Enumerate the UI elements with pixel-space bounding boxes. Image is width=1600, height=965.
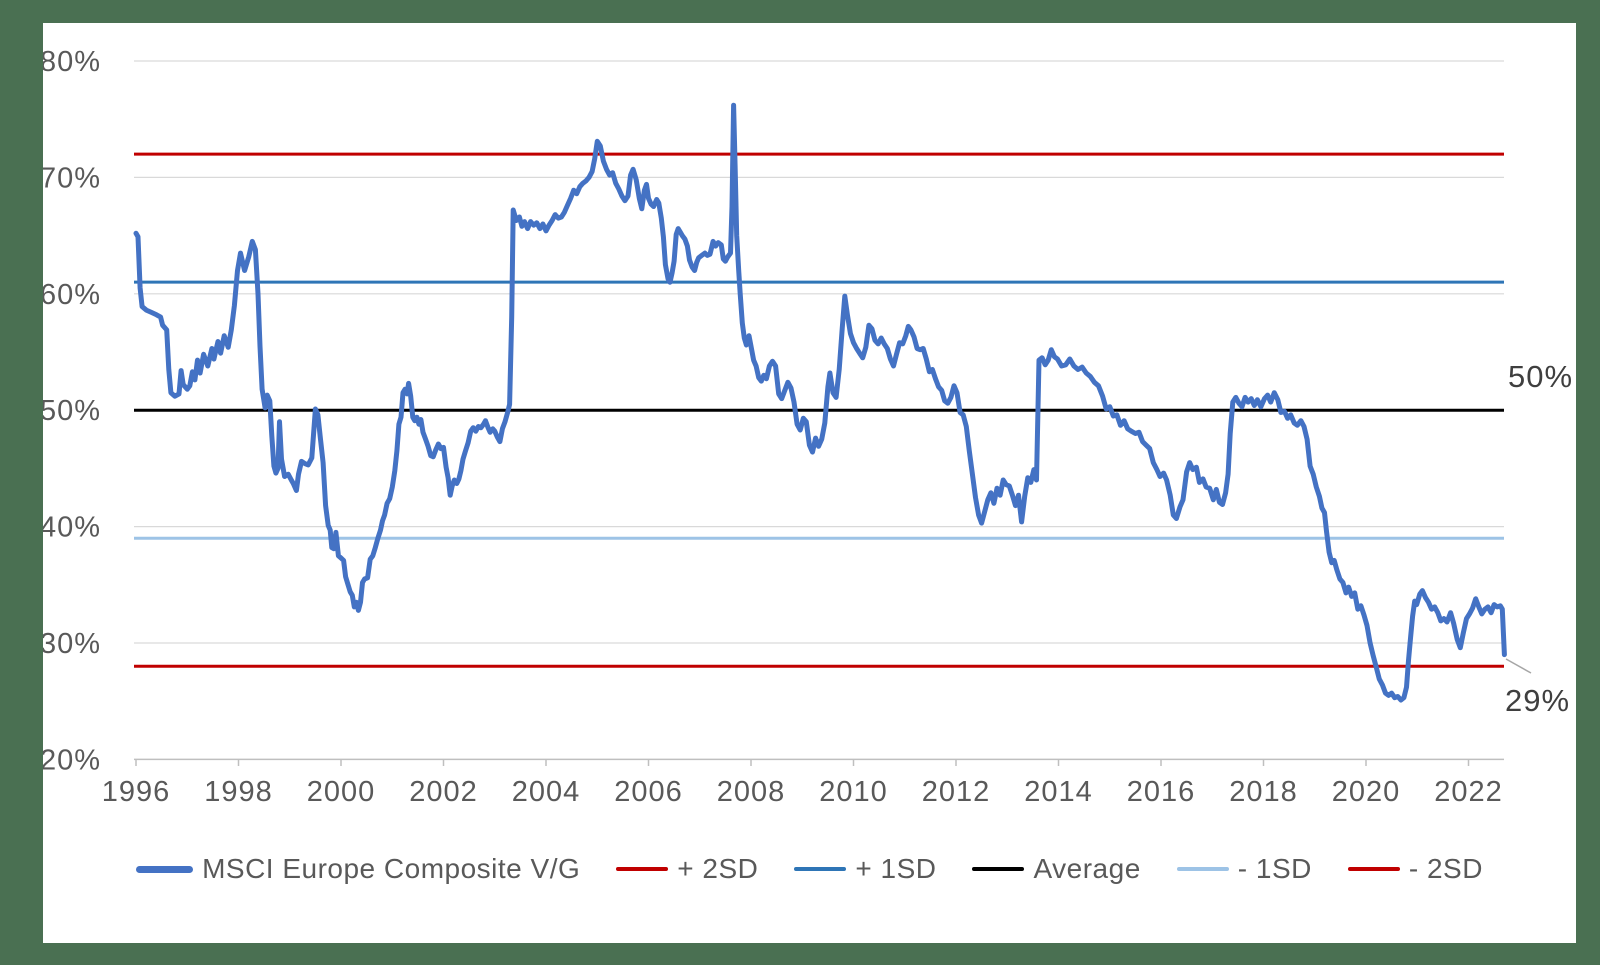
x-axis-label: 2000 (307, 776, 376, 808)
x-axis-label: 2016 (1127, 776, 1196, 808)
y-axis-label: 40% (43, 512, 101, 544)
legend-item-1: + 2SD (616, 853, 758, 885)
legend-swatch-icon (972, 867, 1025, 871)
x-axis-label: 2014 (1024, 776, 1093, 808)
last-value-label: 29% (1505, 683, 1570, 718)
y-axis-label: 80% (43, 46, 101, 78)
x-axis-label: 2002 (409, 776, 478, 808)
x-axis-label: 2006 (614, 776, 683, 808)
legend-item-5: - 2SD (1347, 853, 1483, 885)
x-axis-label: 2020 (1332, 776, 1401, 808)
x-axis-label: 2018 (1229, 776, 1298, 808)
x-axis-label: 2004 (512, 776, 581, 808)
y-axis-label: 50% (43, 395, 101, 427)
legend-item-2: + 1SD (794, 853, 936, 885)
average-label: 50% (1508, 359, 1573, 394)
chart-svg: 80% 70% 60% 50% 40% 30% 20%1996 1998 2000 2002 200… (43, 46, 1573, 808)
legend-swatch-icon (794, 867, 847, 871)
legend-swatch-icon (136, 865, 194, 873)
legend-label: + 1SD (855, 853, 937, 884)
y-axis-label: 60% (43, 279, 101, 311)
x-axis-label: 1996 (102, 776, 171, 808)
chart-panel: 80% 70% 60% 50% 40% 30% 20% 1996 1998 2000 2002 200… (43, 23, 1576, 943)
legend-label: + 2SD (677, 853, 759, 884)
legend-swatch-icon (1347, 867, 1400, 871)
legend: MSCI Europe Composite V/G + 2SD + 1SD Avera… (43, 849, 1576, 889)
legend-label: MSCI Europe Composite V/G (202, 853, 581, 884)
x-axis-label: 1998 (204, 776, 273, 808)
legend-item-0: MSCI Europe Composite V/G (136, 853, 580, 885)
legend-item-3: Average (972, 853, 1140, 885)
legend-label: - 1SD (1237, 853, 1312, 884)
last-value-label-leader (1505, 658, 1532, 674)
x-axis-label: 2022 (1434, 776, 1503, 808)
x-axis-label: 2008 (717, 776, 786, 808)
legend-swatch-icon (616, 867, 669, 871)
y-axis-label: 30% (43, 628, 101, 660)
legend-label: - 2SD (1408, 853, 1483, 884)
x-axis-label: 2012 (922, 776, 991, 808)
legend-swatch-icon (1176, 867, 1229, 871)
y-axis-label: 70% (43, 162, 101, 194)
series-line (133, 102, 1507, 703)
legend-item-4: - 1SD (1176, 853, 1312, 885)
legend-label: Average (1033, 853, 1141, 884)
x-axis-label: 2010 (819, 776, 888, 808)
y-axis-label: 20% (43, 744, 101, 776)
